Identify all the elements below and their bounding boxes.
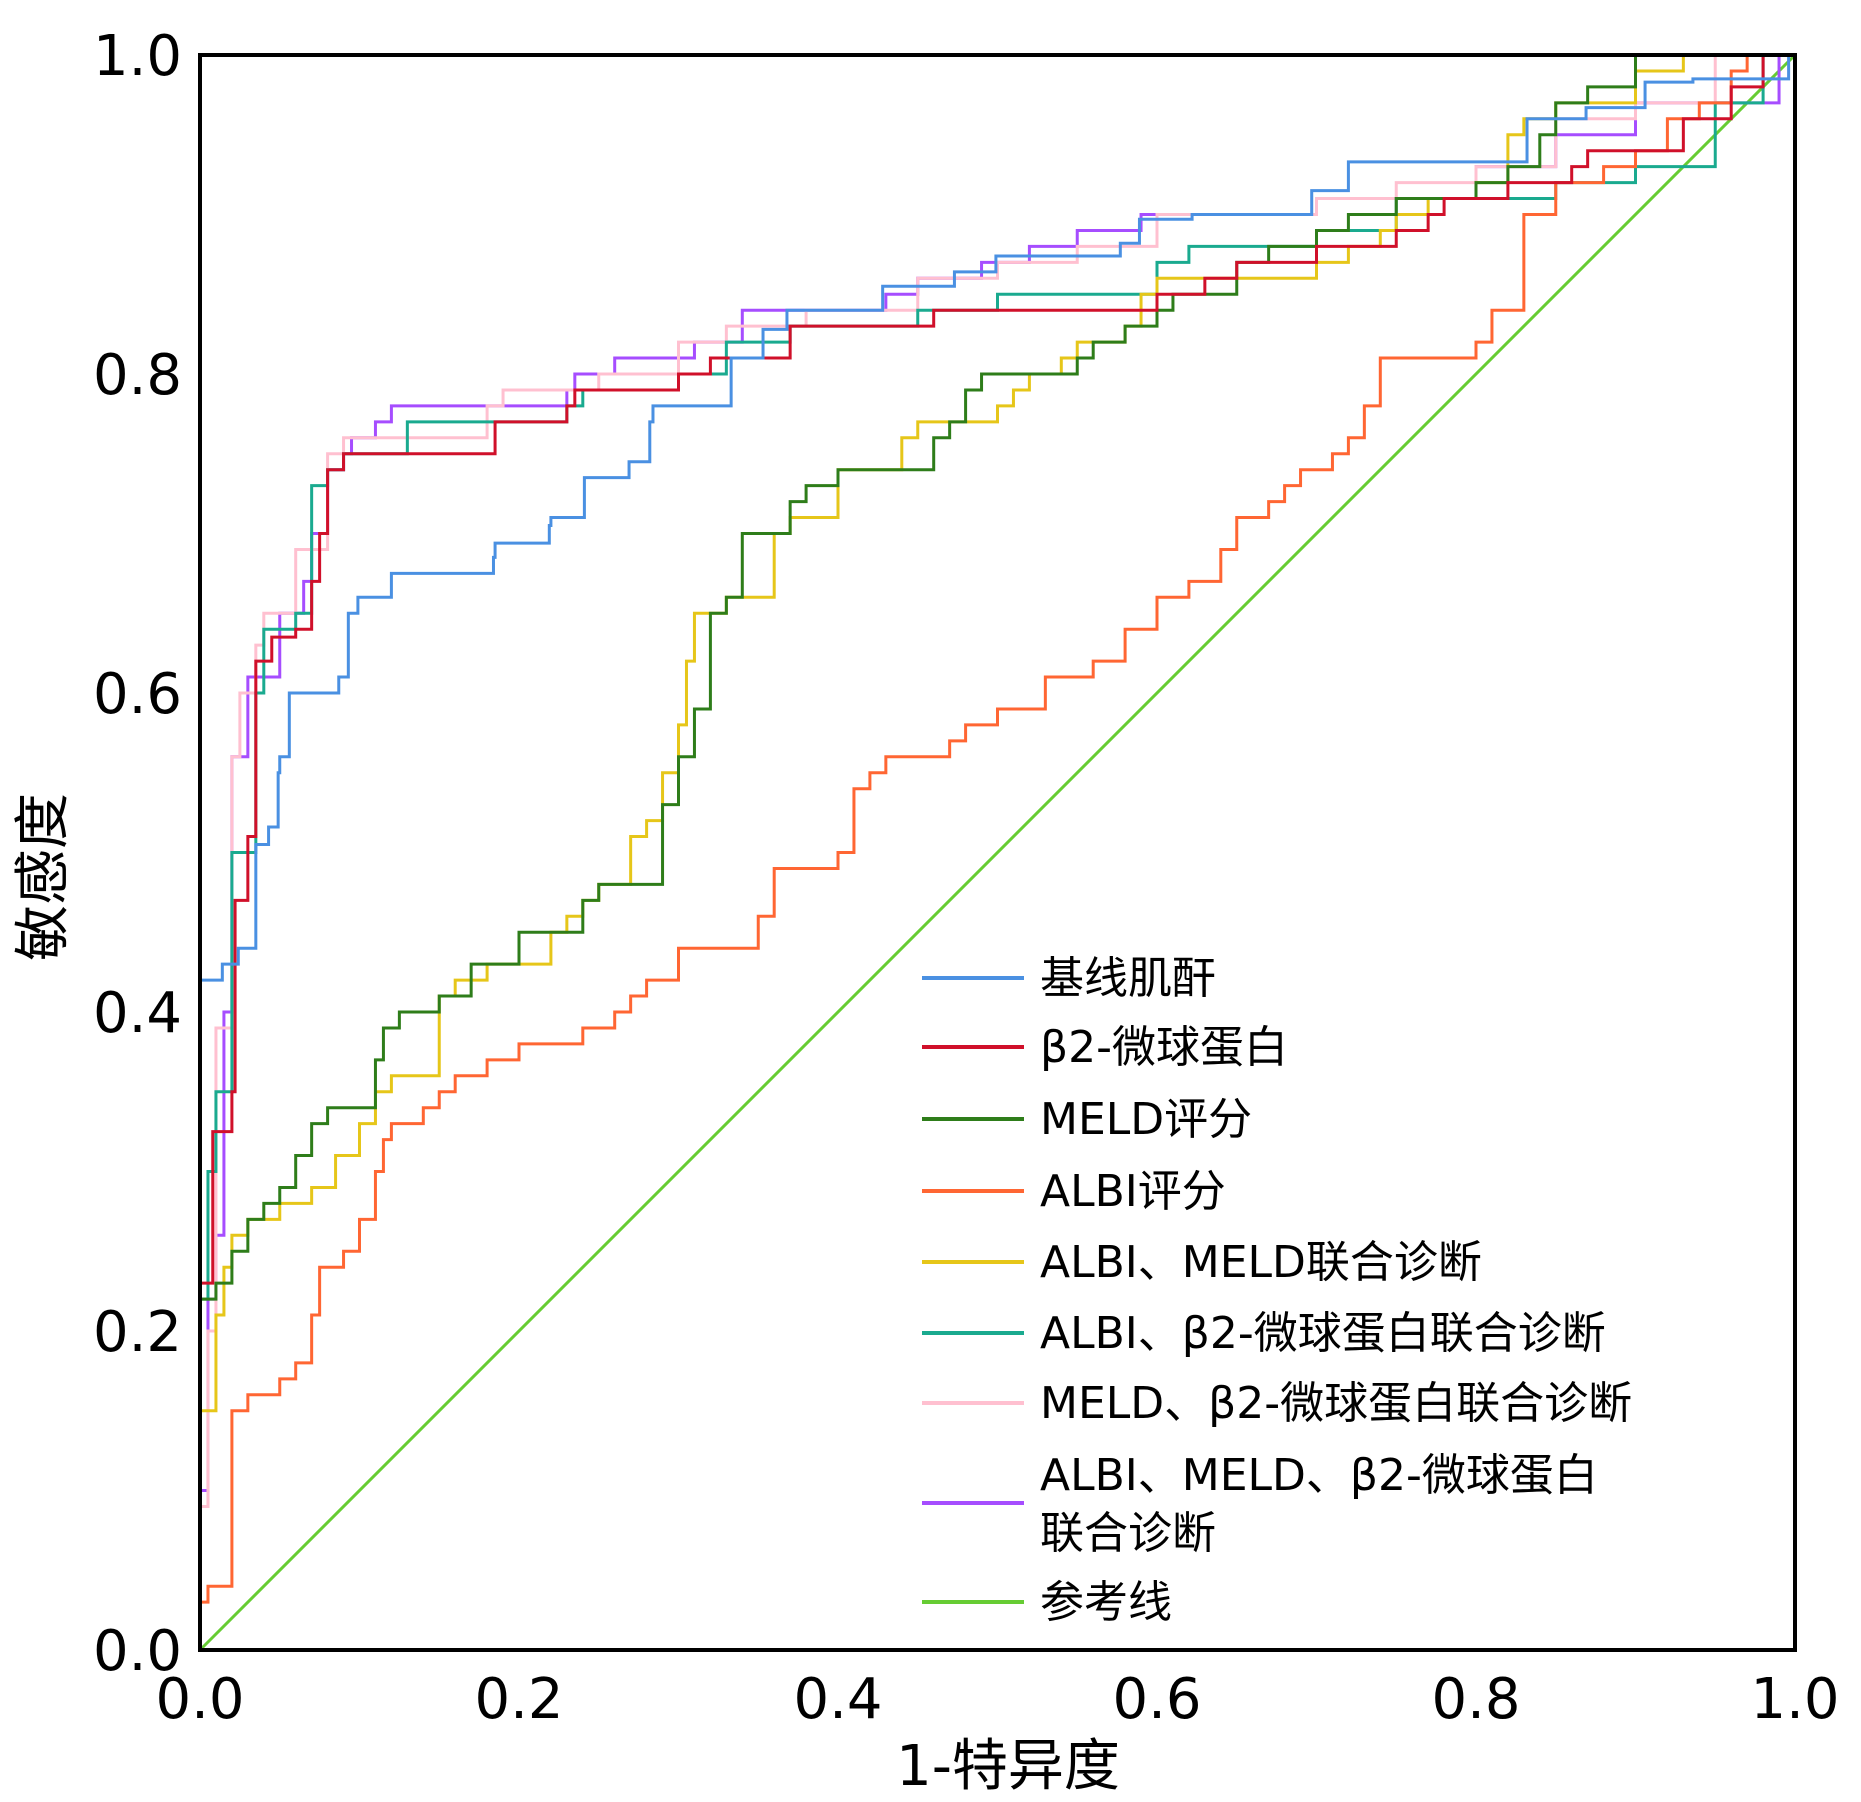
x-tick-label: 0.6 xyxy=(1112,1667,1201,1732)
series-line-8 xyxy=(198,53,1797,1652)
x-tick-label: 0.0 xyxy=(155,1667,244,1732)
y-tick-label: 0.8 xyxy=(93,343,182,408)
x-tick-label: 0.8 xyxy=(1431,1667,1520,1732)
legend-label: ALBI评分 xyxy=(1040,1166,1226,1217)
series-line-3 xyxy=(198,53,1795,1650)
y-tick-label: 0.4 xyxy=(93,981,182,1046)
legend-label: β2-微球蛋白 xyxy=(1040,1022,1288,1073)
y-tick-label: 0.2 xyxy=(93,1300,182,1365)
series-line-6 xyxy=(198,53,1795,1650)
legend-label: ALBI、MELD联合诊断 xyxy=(1040,1237,1482,1288)
legend: 基线肌酐 β2-微球蛋白 MELD评分 ALBI评分 ALBI、MELD联合诊断 ALBI… xyxy=(922,953,1632,1628)
x-tick-label: 1.0 xyxy=(1750,1667,1839,1732)
legend-label: ALBI、β2-微球蛋白联合诊断 xyxy=(1040,1308,1606,1359)
y-axis-label: 敏感度 xyxy=(11,793,76,961)
x-axis-label: 1-特异度 xyxy=(896,1734,1120,1799)
tick-labels: 0.0 0.2 0.4 0.6 0.8 1.0 0.0 0.2 0.4 0.6 0.8 1.0 xyxy=(93,24,1840,1732)
series-line-0 xyxy=(198,53,1795,1650)
x-tick-label: 0.2 xyxy=(474,1667,563,1732)
series-line-1 xyxy=(198,53,1795,1650)
series-line-4 xyxy=(198,53,1795,1650)
y-tick-label: 0.0 xyxy=(93,1619,182,1684)
legend-label: ALBI、MELD、β2-微球蛋白 xyxy=(1040,1450,1598,1501)
series-line-2 xyxy=(198,53,1795,1650)
plot-frame xyxy=(198,53,1797,1652)
legend-label: 参考线 xyxy=(1040,1577,1172,1628)
x-tick-label: 0.4 xyxy=(793,1667,882,1732)
y-tick-label: 0.6 xyxy=(93,662,182,727)
series-layer xyxy=(198,53,1797,1652)
legend-label: MELD、β2-微球蛋白联合诊断 xyxy=(1040,1378,1632,1429)
legend-label: 基线肌酐 xyxy=(1040,953,1216,1004)
y-tick-label: 1.0 xyxy=(93,24,182,89)
legend-label: MELD评分 xyxy=(1040,1094,1252,1145)
legend-label: 联合诊断 xyxy=(1040,1508,1216,1559)
